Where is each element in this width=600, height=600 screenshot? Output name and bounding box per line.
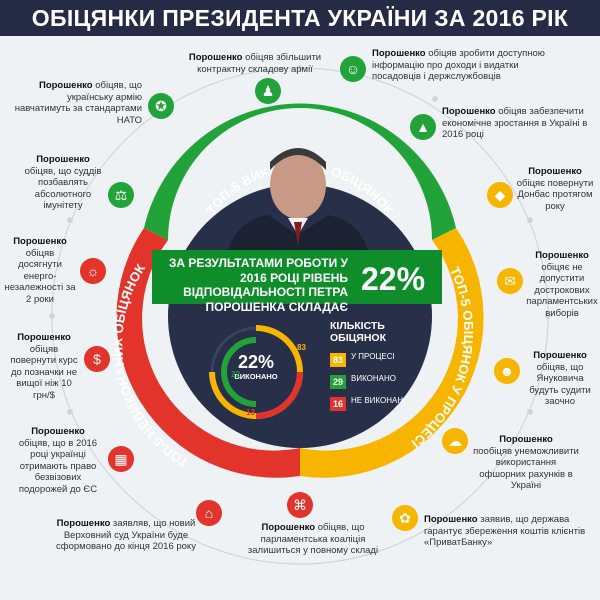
red-segment bbox=[116, 228, 300, 478]
ballot-icon: ✉ bbox=[497, 268, 523, 294]
promise-4: Порошенко обіцяв забезпечити економічне … bbox=[442, 106, 588, 140]
stat-label: ВИКОНАНО bbox=[351, 374, 396, 383]
stat-value: 29 bbox=[330, 375, 346, 389]
president-portrait bbox=[228, 148, 368, 250]
result-banner bbox=[152, 250, 442, 304]
bank-coins-icon: ✿ bbox=[392, 505, 418, 531]
mini-donut-chart bbox=[209, 325, 303, 419]
soldier-icon: ✪ bbox=[148, 93, 174, 119]
promise-1: Порошенко обіцяв збільшити контрактну ск… bbox=[188, 52, 322, 75]
stat-label: У ПРОЦЕСІ bbox=[351, 352, 395, 361]
mini-label-done: 22 bbox=[231, 370, 240, 379]
judge-icon: ⚖ bbox=[108, 182, 134, 208]
page-title: ОБІЦЯНКИ ПРЕЗИДЕНТА УКРАЇНИ ЗА 2016 РІК bbox=[0, 0, 600, 36]
promise-3: Порошенко обіцяв, що українську армію на… bbox=[14, 80, 142, 126]
person-icon: ☻ bbox=[494, 358, 520, 384]
parliament-icon: ⌘ bbox=[287, 492, 313, 518]
promise-9: Порошенко обіцяв повернути курс до познач… bbox=[10, 332, 78, 401]
army-icon: ♟ bbox=[255, 78, 281, 104]
promise-2: Порошенко обіцяв зробити доступною інфор… bbox=[372, 48, 545, 82]
promise-14: Порошенко обіцяв, що парламентська коалі… bbox=[247, 522, 379, 556]
promise-6: Порошенко обіцяє повернути Донбас протяго… bbox=[516, 166, 594, 212]
currency-icon: $ bbox=[84, 346, 110, 372]
promise-15: Порошенко заявив, що держава гарантує зб… bbox=[424, 514, 586, 548]
promise-11: Порошенко обіцяв, що в 2016 році українці… bbox=[18, 426, 98, 495]
result-percent: 22% bbox=[360, 261, 426, 297]
stat-row-done: 29 ВИКОНАНО bbox=[330, 372, 396, 389]
mini-center-percent: 22% bbox=[237, 352, 275, 372]
donbas-map-icon: ◆ bbox=[487, 182, 513, 208]
stat-value: 16 bbox=[330, 397, 346, 411]
promise-12: Порошенко пообіцяв унеможливити використа… bbox=[473, 434, 579, 491]
passport-icon: ▦ bbox=[108, 446, 134, 472]
promise-7: Порошенко обіцяв досягнути енерго-незалеж… bbox=[4, 236, 76, 305]
stat-row-in-progress: 83 У ПРОЦЕСІ bbox=[330, 350, 395, 367]
mini-center-label: ВИКОНАНО bbox=[234, 372, 278, 381]
offshore-island-icon: ☁ bbox=[442, 428, 468, 454]
people-icon: ☺ bbox=[340, 56, 366, 82]
yellow-segment bbox=[300, 228, 484, 478]
energy-bulb-icon: ☼ bbox=[80, 258, 106, 284]
mini-label-failed: 13 bbox=[246, 408, 255, 417]
promise-10: Порошенко обіцяв, що Януковича будуть суд… bbox=[529, 350, 591, 407]
promise-8: Порошенко обіцяє не допустити дострокових… bbox=[526, 250, 598, 319]
mini-label-in-progress: 83 bbox=[297, 343, 306, 352]
promise-13: Порошенко заявляв, що новий Верховний су… bbox=[56, 518, 196, 552]
stats-title: КІЛЬКІСТЬ ОБІЦЯНОК bbox=[330, 320, 387, 344]
stat-label: НЕ ВИКОНАНО bbox=[351, 396, 410, 405]
mini-arc-failed bbox=[255, 371, 303, 419]
court-building-icon: ⌂ bbox=[196, 500, 222, 526]
growth-chart-icon: ▲ bbox=[410, 114, 436, 140]
result-text: ЗА РЕЗУЛЬТАТАМИ РОБОТИ У 2016 РОЦІ РІВЕН… bbox=[168, 256, 348, 314]
mini-arc-done bbox=[220, 337, 257, 407]
stat-row-failed: 16 НЕ ВИКОНАНО bbox=[330, 394, 410, 411]
mini-donut-center: 22% ВИКОНАНО bbox=[226, 352, 286, 381]
promise-5: Порошенко обіцяв, що суддів позбавлять аб… bbox=[24, 154, 102, 211]
stat-value: 83 bbox=[330, 353, 346, 367]
